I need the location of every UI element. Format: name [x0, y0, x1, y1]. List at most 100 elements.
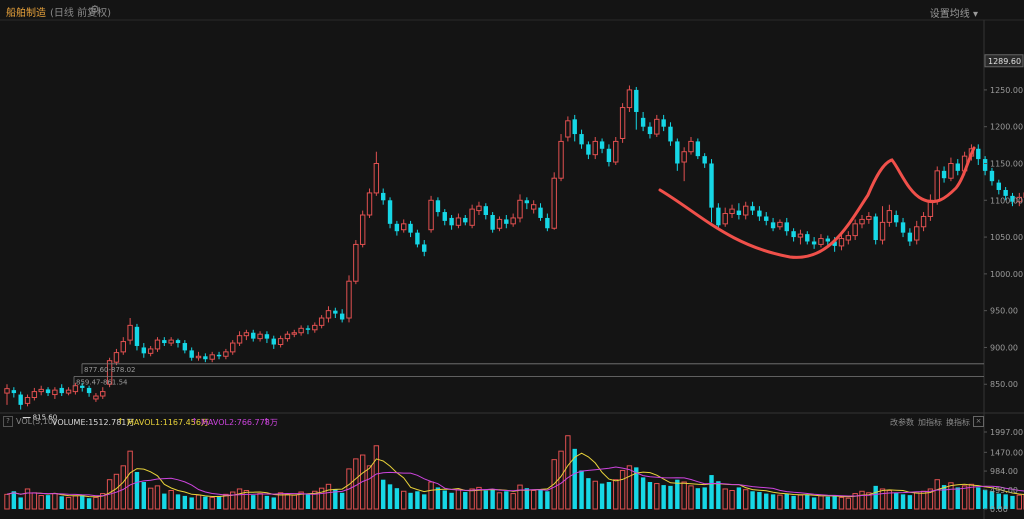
- candle-body: [750, 206, 755, 211]
- candle-body: [476, 205, 482, 212]
- candle: [996, 179, 1001, 195]
- candle-body: [100, 391, 106, 397]
- volume-bar: [298, 491, 304, 510]
- candle: [24, 394, 31, 407]
- candle-body: [271, 338, 276, 345]
- mavol2-value: MAVOL2:766.778万: [201, 418, 278, 427]
- volume-bar: [914, 492, 920, 510]
- volume-bar: [366, 465, 373, 510]
- candle-body: [873, 216, 878, 241]
- volume-bar: [209, 496, 215, 510]
- volume-tick-label: 1997.00: [990, 428, 1023, 437]
- candle-body: [661, 119, 666, 127]
- candle-body: [373, 162, 380, 194]
- mavol2-line: [6, 466, 1024, 497]
- volume-bar: [688, 485, 694, 510]
- candle-body: [586, 144, 591, 155]
- add-indicator-button[interactable]: 加指标: [918, 418, 942, 427]
- candle: [517, 194, 523, 223]
- volume-bar: [325, 483, 332, 510]
- candle: [955, 159, 960, 176]
- candle-body: [182, 343, 188, 351]
- candle: [45, 387, 51, 397]
- close-icon[interactable]: ×: [973, 416, 984, 427]
- candle: [558, 134, 564, 182]
- candle-body: [784, 222, 789, 232]
- volume-bar: [927, 488, 934, 510]
- candle-body: [175, 340, 181, 344]
- candle-body: [832, 241, 837, 246]
- candle: [757, 206, 762, 221]
- candle-body: [797, 233, 804, 238]
- last-price-box: [984, 54, 1024, 68]
- candle: [182, 340, 188, 354]
- candle: [702, 153, 707, 168]
- volume-tick-label: 984.00: [990, 467, 1018, 476]
- volume-bar: [579, 470, 584, 509]
- volume-bar: [900, 494, 906, 509]
- candle: [175, 338, 181, 348]
- candle-body: [45, 389, 51, 394]
- candle: [1003, 187, 1008, 201]
- candle: [510, 213, 516, 227]
- candle: [381, 188, 386, 205]
- candle-body: [251, 332, 256, 339]
- volume-bar: [989, 491, 995, 509]
- candle-body: [545, 217, 550, 229]
- volume-bar: [333, 488, 338, 509]
- candle-body: [455, 217, 462, 226]
- volume-bar: [825, 496, 830, 509]
- candle: [236, 331, 243, 346]
- candle: [1010, 192, 1015, 207]
- candle: [147, 345, 154, 357]
- candle: [154, 337, 161, 352]
- candle: [675, 138, 680, 171]
- volume-bar: [4, 493, 10, 510]
- question-icon[interactable]: ?: [3, 416, 13, 427]
- volume-bar: [120, 465, 126, 510]
- candle: [442, 209, 447, 226]
- candle: [339, 309, 345, 323]
- ma-settings-button[interactable]: 设置均线 ▾: [930, 5, 978, 20]
- volume-bar: [517, 484, 523, 510]
- candle: [415, 229, 420, 248]
- volume-bar: [236, 488, 243, 510]
- candle-body: [223, 351, 229, 357]
- candle: [838, 232, 845, 251]
- switch-indicator-button[interactable]: 换指标: [946, 418, 970, 427]
- candle: [463, 215, 468, 226]
- volume-bar: [764, 493, 769, 509]
- candle: [976, 144, 981, 165]
- volume-bar: [373, 445, 380, 510]
- candle: [4, 384, 10, 405]
- mavol1-value: MAVOL1:1167.456万: [127, 418, 209, 427]
- volume-bar: [463, 492, 468, 509]
- candle-body: [469, 208, 475, 226]
- volume-bar: [65, 496, 72, 510]
- volume-bar: [1003, 494, 1008, 509]
- candle-body: [688, 140, 694, 153]
- candle-body: [65, 389, 72, 394]
- volume-bar: [442, 490, 447, 509]
- chart-title[interactable]: 船舶制造 (日线 前复权): [6, 4, 111, 19]
- candle-body: [86, 387, 92, 394]
- volume-bar: [243, 489, 250, 510]
- candle: [264, 331, 270, 344]
- edit-params-button[interactable]: 改参数: [890, 418, 914, 427]
- candle: [93, 393, 99, 402]
- volume-bar: [681, 481, 687, 510]
- candle: [722, 207, 728, 227]
- candle: [353, 240, 359, 285]
- candle: [886, 204, 893, 227]
- volume-bar: [613, 479, 619, 510]
- candle: [894, 210, 899, 227]
- candle-body: [517, 199, 523, 219]
- volume-bar: [818, 495, 824, 510]
- candle: [873, 213, 878, 245]
- stock-name[interactable]: 船舶制造: [6, 8, 46, 19]
- gear-icon[interactable]: ⚙: [90, 3, 100, 16]
- volume-bar: [626, 465, 633, 510]
- volume-indicator-name[interactable]: VOL(5,10): [16, 417, 57, 426]
- candle: [634, 86, 639, 130]
